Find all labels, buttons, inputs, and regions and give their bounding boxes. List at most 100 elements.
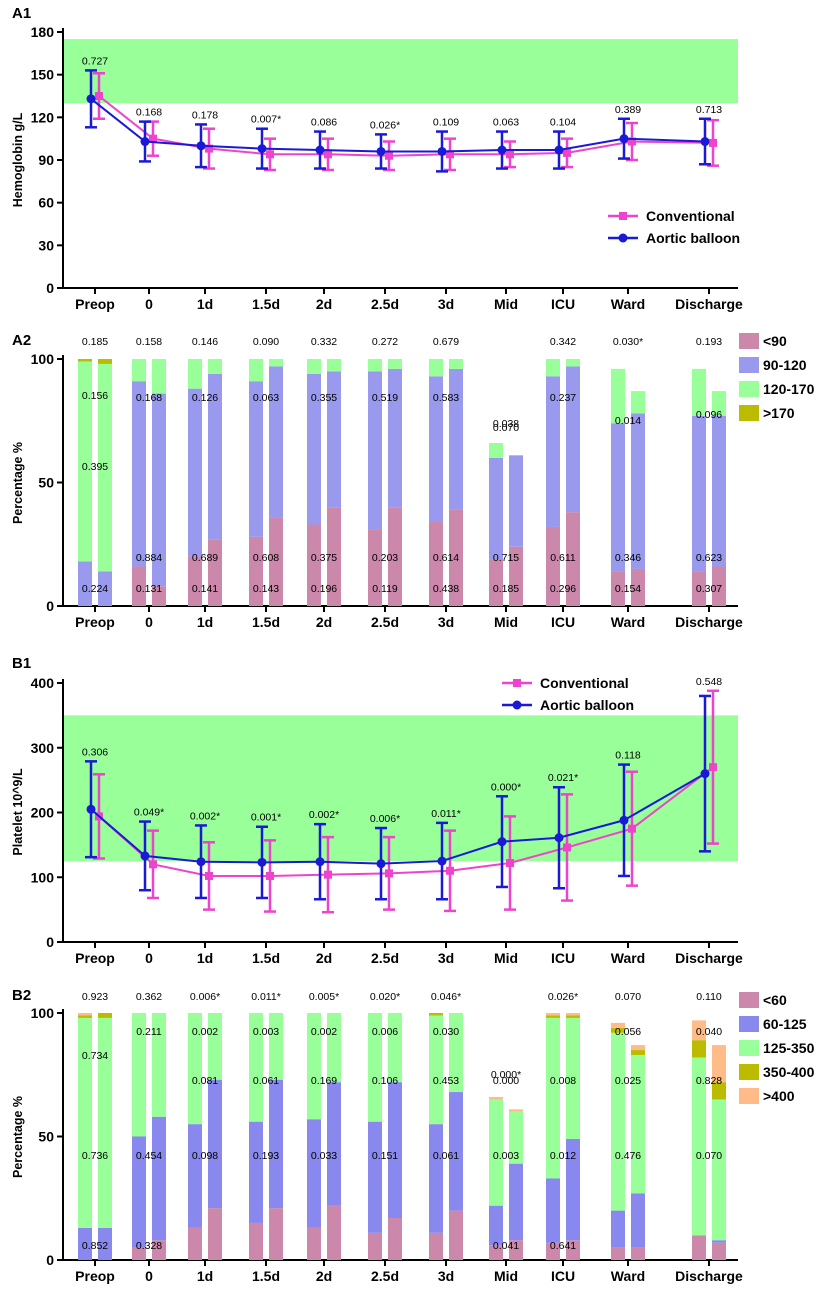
legend-label: Conventional <box>540 675 629 691</box>
bar-segment-conventional <box>429 359 443 377</box>
bar-segment-conventional <box>249 381 263 537</box>
bar-segment-aortic-balloon <box>208 539 222 606</box>
level-p-value: 0.070 <box>696 1150 722 1162</box>
p-value-label: 0.090 <box>253 336 279 348</box>
y-tick-label: 0 <box>46 934 54 950</box>
x-tick-label: Preop <box>75 614 115 630</box>
bar-segment-aortic-balloon <box>208 1079 222 1209</box>
bar-segment-conventional <box>611 571 625 606</box>
y-axis-label-B2: Percentage % <box>11 1096 25 1178</box>
x-tick-label: 2.5d <box>371 950 399 966</box>
data-point-conventional <box>563 148 571 157</box>
bar-segment-conventional <box>188 1013 202 1125</box>
bar-segment-aortic-balloon <box>208 1013 222 1080</box>
bar-segment-aortic-balloon <box>712 1240 726 1243</box>
bar-segment-conventional <box>489 457 503 560</box>
bar-segment-conventional <box>132 1247 146 1260</box>
level-p-value: 0.608 <box>253 552 279 564</box>
bar-segment-conventional <box>188 359 202 389</box>
level-p-value: 0.003 <box>253 1026 279 1038</box>
p-value-label: 0.389 <box>615 104 641 116</box>
bar-segment-conventional <box>249 359 263 382</box>
panel-label-A2: A2 <box>12 332 31 349</box>
p-value-label: 0.000* <box>491 781 521 793</box>
bar-segment-aortic-balloon <box>98 359 112 364</box>
bar-segment-conventional <box>429 1013 443 1016</box>
x-tick-label: Ward <box>611 1268 645 1284</box>
data-point-aortic-balloon <box>257 144 267 154</box>
y-tick-label: 180 <box>31 24 55 40</box>
level-p-value: 0.476 <box>615 1150 641 1162</box>
level-p-value: 0.828 <box>696 1075 722 1087</box>
level-p-value: 0.119 <box>372 583 398 595</box>
data-point-aortic-balloon <box>554 145 564 155</box>
bar-segment-conventional <box>307 359 321 374</box>
level-p-value: 0.715 <box>493 552 519 564</box>
p-value-label: 0.548 <box>696 676 722 688</box>
p-value-label: 0.046* <box>431 991 461 1003</box>
data-point-conventional <box>385 869 393 878</box>
data-point-aortic-balloon <box>437 146 447 156</box>
bar-segment-aortic-balloon <box>152 393 166 587</box>
data-point-conventional <box>709 763 717 772</box>
y-tick-label: 150 <box>31 67 55 83</box>
bar-segment-aortic-balloon <box>208 1208 222 1260</box>
p-value-label: 0.146 <box>192 336 218 348</box>
bar-segment-conventional <box>611 1210 625 1248</box>
x-tick-label: Ward <box>611 614 645 630</box>
level-p-value: 0.193 <box>253 1150 279 1162</box>
bar-segment-conventional <box>78 561 92 606</box>
bar-segment-aortic-balloon <box>269 517 283 606</box>
bar-segment-aortic-balloon <box>327 371 341 508</box>
bar-segment-conventional <box>132 381 146 567</box>
level-p-value: 0.307 <box>696 583 722 595</box>
p-value-label: 0.342 <box>550 336 576 348</box>
bar-segment-aortic-balloon <box>566 359 580 367</box>
level-p-value: 0.098 <box>192 1150 218 1162</box>
legend-label: Conventional <box>646 208 735 224</box>
bar-segment-aortic-balloon <box>98 571 112 606</box>
bar-segment-conventional <box>249 1013 263 1122</box>
data-point-conventional <box>563 843 571 852</box>
legend-swatch <box>739 1016 759 1032</box>
level-p-value: 0.143 <box>253 583 279 595</box>
y-tick-label: 30 <box>38 237 54 253</box>
level-p-value: 0.002 <box>311 1026 337 1038</box>
bar-segment-aortic-balloon <box>509 1111 523 1164</box>
bar-segment-aortic-balloon <box>449 359 463 369</box>
data-point-conventional <box>628 137 636 146</box>
data-point-aortic-balloon <box>315 145 325 155</box>
level-p-value: 0.168 <box>136 392 162 404</box>
legend-swatch <box>739 1088 759 1104</box>
bar-segment-conventional <box>78 1017 92 1228</box>
bar-segment-conventional <box>611 1247 625 1260</box>
bar-segment-conventional <box>368 529 382 606</box>
y-tick-label: 50 <box>38 1129 54 1145</box>
p-value-label: 0.005* <box>309 991 339 1003</box>
bar-segment-aortic-balloon <box>98 1227 112 1260</box>
bar-segment-aortic-balloon <box>631 391 645 414</box>
y-tick-label: 0 <box>46 280 54 296</box>
bar-segment-conventional <box>611 368 625 424</box>
level-p-value: 0.614 <box>433 552 459 564</box>
bar-segment-aortic-balloon <box>631 1193 645 1248</box>
bar-segment-conventional <box>692 368 706 416</box>
legend-swatch <box>739 405 759 421</box>
p-value-label: 0.002* <box>309 809 339 821</box>
data-point-conventional <box>446 866 454 875</box>
bar-segment-aortic-balloon <box>712 1082 726 1100</box>
bar-segment-aortic-balloon <box>631 1054 645 1194</box>
bar-segment-conventional <box>692 415 706 572</box>
p-value-label: 0.001* <box>251 812 281 824</box>
bar-segment-conventional <box>692 571 706 606</box>
normal-range-band-A1 <box>63 39 738 104</box>
level-p-value: 0.040 <box>696 1026 722 1038</box>
bar-segment-conventional <box>132 359 146 382</box>
bar-segment-conventional <box>546 1178 560 1243</box>
p-value-label: 0.002* <box>190 810 220 822</box>
level-p-value: 0.141 <box>192 583 218 595</box>
p-value-label: 0.026* <box>548 991 578 1003</box>
level-p-value: 0.081 <box>192 1075 218 1087</box>
legend-swatch <box>739 1040 759 1056</box>
